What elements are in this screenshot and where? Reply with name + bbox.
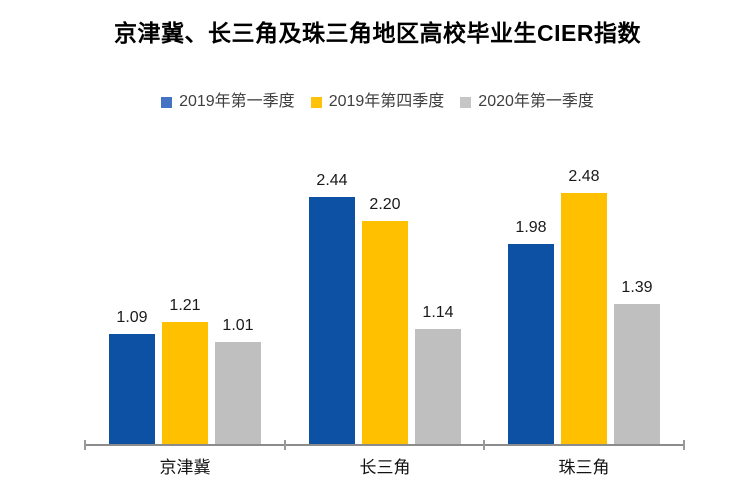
legend-label: 2019年第一季度 [179,93,295,110]
data-label: 1.39 [621,279,653,296]
chart-legend: 2019年第一季度 2019年第四季度 2020年第一季度 [0,92,755,112]
data-label: 1.01 [222,317,254,334]
chart-title: 京津冀、长三角及珠三角地区高校毕业生CIER指数 [114,20,641,46]
category-label-1: 长三角 [359,458,411,477]
x-axis-tick [284,440,286,450]
legend-swatch-icon [161,96,173,108]
bar-珠三角-series0 [508,244,554,445]
bar-珠三角-series1 [561,193,607,445]
bar-京津冀-series0 [109,334,155,445]
bar-珠三角-series2 [614,304,660,445]
bar-长三角-series1 [362,221,408,445]
bar-长三角-series0 [309,197,355,445]
bar-长三角-series2 [415,329,461,445]
x-axis-line [85,444,684,446]
x-axis-tick [683,440,685,450]
x-axis-tick [84,440,86,450]
category-label-0: 京津冀 [159,458,211,477]
legend-swatch-icon [460,96,472,108]
legend-swatch-icon [310,96,322,108]
legend-label: 2019年第四季度 [328,93,445,110]
x-axis-tick [483,440,485,450]
category-label-2: 珠三角 [558,458,610,477]
data-label: 2.48 [568,168,600,185]
bar-京津冀-series1 [162,322,208,445]
legend-item-2: 2020年第一季度 [460,92,594,112]
legend-label: 2020年第一季度 [478,93,594,110]
data-label: 1.14 [422,304,454,321]
data-label: 1.21 [169,297,201,314]
legend-item-0: 2019年第一季度 [161,92,295,112]
data-label: 2.44 [316,172,348,189]
data-label: 1.09 [116,309,148,326]
legend-item-1: 2019年第四季度 [310,92,445,112]
data-label: 1.98 [515,219,547,236]
bar-京津冀-series2 [215,342,261,445]
data-label: 2.20 [369,196,401,213]
